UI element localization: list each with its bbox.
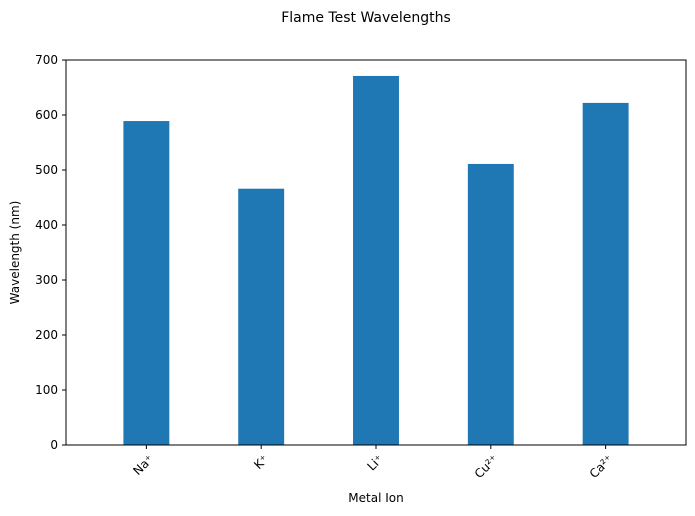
y-axis: 0 100 200 300 400 500 600 700 (35, 53, 66, 452)
y-tick-label: 700 (35, 53, 58, 67)
y-tick-label: 400 (35, 218, 58, 232)
plot-frame (65, 59, 687, 446)
y-tick-label: 500 (35, 163, 58, 177)
x-tick-label: Cu²⁺ (472, 452, 501, 481)
y-tick-label: 300 (35, 273, 58, 287)
x-axis: Na⁺ K⁺ Li⁺ Cu²⁺ Ca²⁺ (130, 445, 616, 481)
y-tick-label: 600 (35, 108, 58, 122)
x-tick-label: K⁺ (251, 452, 271, 472)
x-tick-label: Li⁺ (364, 452, 385, 473)
x-axis-label: Metal Ion (348, 491, 403, 505)
bar (467, 163, 514, 445)
x-tick-label: Na⁺ (130, 452, 156, 478)
bar (123, 121, 170, 446)
y-tick-label: 100 (35, 383, 58, 397)
bar (582, 102, 629, 446)
bar (238, 188, 285, 445)
y-tick-label: 0 (50, 438, 58, 452)
chart-title: Flame Test Wavelengths (281, 10, 451, 26)
y-axis-label: Wavelength (nm) (8, 201, 22, 305)
bars-group (123, 75, 629, 446)
bar (353, 75, 399, 445)
x-tick-label: Ca²⁺ (587, 452, 616, 481)
y-tick-label: 200 (35, 328, 58, 342)
